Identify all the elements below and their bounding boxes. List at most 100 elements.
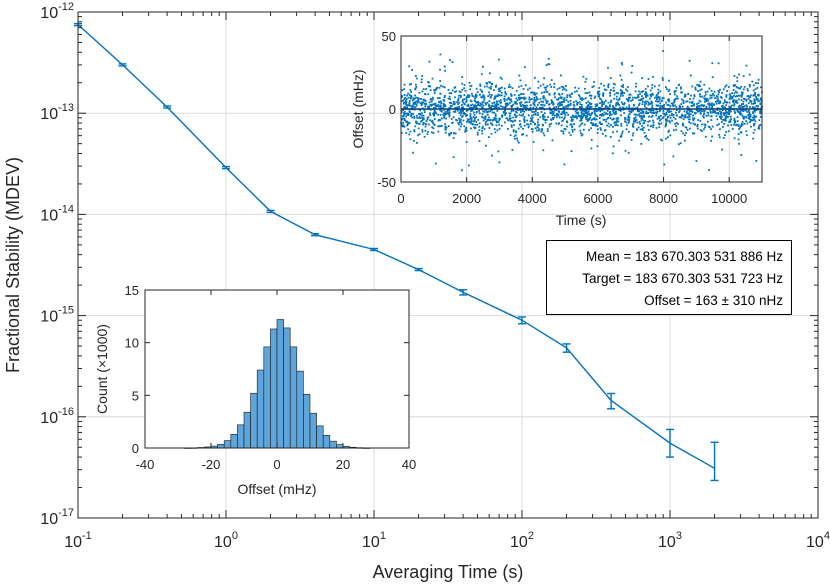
timeseries-point — [551, 110, 554, 113]
timeseries-point — [667, 111, 670, 113]
timeseries-point — [722, 126, 724, 128]
timeseries-point — [483, 96, 486, 99]
timeseries-point — [677, 97, 679, 100]
timeseries-point — [648, 115, 650, 118]
timeseries-point — [565, 99, 568, 101]
timeseries-point — [519, 93, 522, 96]
timeseries-point — [638, 113, 641, 115]
timeseries-point — [669, 105, 672, 107]
timeseries-point — [602, 94, 605, 97]
timeseries-point — [533, 98, 536, 101]
timeseries-point — [483, 128, 486, 130]
timeseries-point — [743, 105, 746, 108]
timeseries-point — [403, 125, 406, 128]
timeseries-point — [749, 85, 751, 88]
timeseries-point — [634, 90, 637, 93]
timeseries-point — [748, 115, 751, 118]
timeseries-point — [657, 122, 660, 125]
timeseries-point — [457, 98, 459, 101]
timeseries-point — [563, 118, 565, 120]
timeseries-point — [666, 120, 669, 122]
timeseries-point — [567, 100, 570, 103]
timeseries-point — [698, 110, 701, 112]
timeseries-point — [684, 114, 687, 116]
timeseries-point — [521, 114, 524, 117]
timeseries-point — [753, 124, 755, 127]
timeseries-point — [507, 96, 510, 99]
timeseries-point — [612, 125, 614, 128]
timeseries-point — [667, 136, 669, 139]
timeseries-point — [416, 101, 419, 104]
timeseries-y-tick-label: 50 — [382, 29, 396, 44]
timeseries-point — [488, 81, 491, 83]
timeseries-point — [401, 95, 403, 97]
timeseries-point — [545, 64, 548, 66]
timeseries-point — [552, 111, 555, 113]
timeseries-point — [719, 110, 721, 113]
timeseries-point — [626, 89, 629, 92]
timeseries-point — [709, 112, 712, 114]
timeseries-point — [466, 118, 469, 121]
timeseries-point — [547, 63, 550, 65]
timeseries-point — [511, 120, 514, 123]
timeseries-point — [697, 105, 699, 108]
timeseries-point — [411, 106, 414, 109]
timeseries-point — [707, 98, 709, 101]
timeseries-point — [628, 120, 631, 123]
timeseries-point — [587, 103, 590, 106]
timeseries-point — [434, 162, 437, 165]
timeseries-point — [438, 86, 441, 89]
timeseries-point — [635, 82, 638, 85]
timeseries-point — [477, 119, 480, 121]
timeseries-point — [473, 111, 475, 114]
timeseries-point — [537, 86, 540, 89]
timeseries-point — [728, 121, 731, 123]
timeseries-point — [433, 114, 435, 117]
timeseries-point — [689, 74, 692, 77]
timeseries-point — [571, 126, 574, 129]
timeseries-point — [728, 105, 731, 108]
timeseries-point — [448, 134, 451, 137]
timeseries-point — [589, 116, 592, 119]
timeseries-point — [413, 117, 416, 119]
timeseries-point — [401, 115, 404, 118]
timeseries-point — [581, 104, 583, 106]
timeseries-point — [524, 84, 527, 87]
timeseries-point — [430, 131, 433, 134]
histogram-bar — [256, 369, 265, 449]
timeseries-point — [688, 101, 691, 104]
timeseries-point — [690, 105, 693, 107]
timeseries-point — [728, 113, 730, 116]
timeseries-point — [491, 119, 494, 122]
timeseries-point — [686, 105, 689, 108]
timeseries-point — [490, 94, 493, 96]
timeseries-point — [759, 109, 762, 112]
timeseries-point — [558, 93, 561, 96]
timeseries-point — [640, 109, 643, 112]
timeseries-point — [481, 127, 484, 129]
timeseries-point — [512, 124, 515, 126]
timeseries-point — [494, 106, 496, 108]
timeseries-point — [439, 104, 442, 107]
timeseries-point — [629, 93, 632, 96]
timeseries-point — [650, 109, 652, 112]
timeseries-point — [627, 116, 630, 119]
timeseries-point — [446, 108, 449, 111]
timeseries-point — [679, 116, 681, 119]
timeseries-point — [464, 89, 467, 92]
main-x-tick-label: 103 — [658, 530, 682, 551]
timeseries-point — [444, 128, 447, 131]
timeseries-point — [408, 122, 411, 125]
timeseries-point — [498, 127, 501, 130]
timeseries-point — [675, 121, 678, 124]
timeseries-point — [689, 110, 691, 113]
timeseries-point — [544, 121, 547, 124]
timeseries-point — [749, 106, 751, 108]
timeseries-point — [583, 123, 586, 126]
timeseries-point — [497, 150, 500, 153]
timeseries-point — [404, 99, 407, 102]
timeseries-point — [555, 106, 557, 108]
timeseries-point — [417, 100, 420, 103]
timeseries-point — [694, 123, 696, 126]
histogram-x-tick-label: 20 — [336, 457, 350, 472]
